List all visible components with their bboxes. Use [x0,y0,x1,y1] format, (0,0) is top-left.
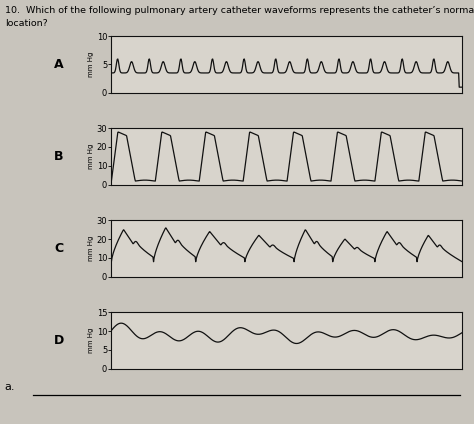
Text: 10.  Which of the following pulmonary artery catheter waveforms represents the c: 10. Which of the following pulmonary art… [5,6,474,15]
Text: D: D [54,334,64,347]
Text: C: C [54,242,64,255]
Y-axis label: mm Hg: mm Hg [88,52,94,77]
Y-axis label: mm Hg: mm Hg [88,328,94,353]
Text: a.: a. [5,382,15,392]
Text: location?: location? [5,19,47,28]
Text: B: B [54,150,64,163]
Y-axis label: mm Hg: mm Hg [88,236,94,261]
Text: A: A [54,58,64,71]
Y-axis label: mm Hg: mm Hg [88,144,94,169]
